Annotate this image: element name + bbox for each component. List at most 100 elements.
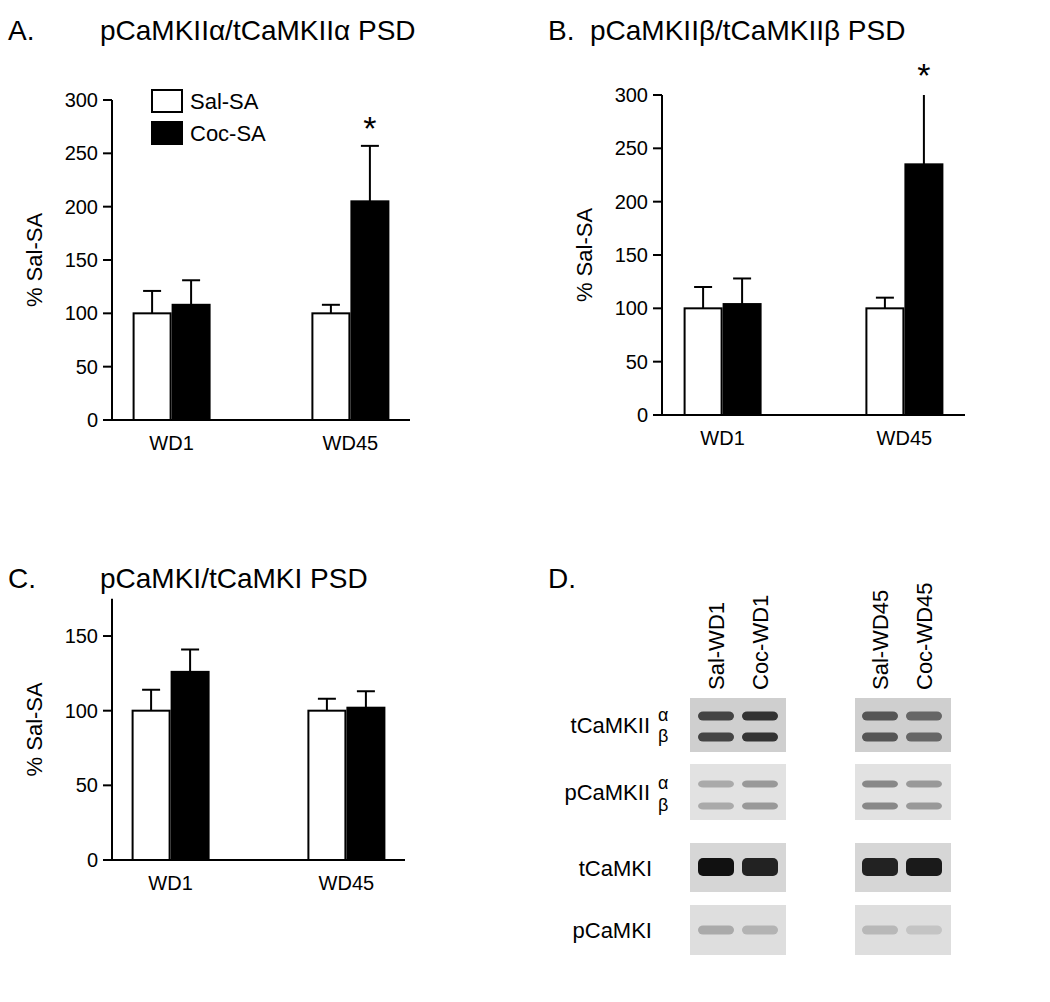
blot-background [690, 764, 786, 820]
y-tick-label: 0 [87, 849, 98, 871]
y-tick-label: 0 [87, 409, 98, 431]
band-label: α [658, 705, 668, 725]
blot-band [742, 733, 778, 742]
panel-chart: B.pCaMKIIβ/tCaMKIIβ PSD% Sal-SA050100150… [548, 15, 965, 449]
blot-band [862, 926, 898, 935]
error-bar [182, 280, 200, 305]
y-tick [653, 361, 662, 363]
y-tick-label: 0 [637, 404, 648, 426]
blot-background [855, 905, 951, 955]
y-tick-label: 50 [76, 356, 98, 378]
y-tick [103, 99, 112, 101]
y-tick-label: 200 [65, 196, 98, 218]
blot-band [742, 712, 778, 721]
blot-band [862, 803, 898, 810]
error-bar [322, 305, 340, 314]
row-label: pCaMKII [564, 780, 650, 805]
band-label: α [658, 773, 668, 793]
bar [173, 305, 210, 420]
error-bar [733, 278, 751, 304]
bar [351, 201, 388, 420]
lane-label: Sal-WD45 [868, 590, 893, 690]
x-tick-label: WD1 [700, 427, 744, 449]
y-tick-label: 200 [615, 191, 648, 213]
blot-band [698, 733, 734, 742]
blot-band [698, 858, 734, 876]
row-label: pCaMKI [573, 918, 652, 943]
legend-swatch [152, 122, 182, 144]
blot-band [698, 781, 734, 788]
error-bar [181, 649, 199, 671]
blot-band [862, 858, 898, 876]
blot-band [698, 712, 734, 721]
panel-label: D. [548, 563, 576, 594]
title: pCaMKIIα/tCaMKIIα PSD [100, 15, 416, 46]
y-axis-label: % Sal-SA [22, 682, 47, 776]
y-tick [103, 152, 112, 154]
error-cap [876, 297, 894, 299]
blot-background [690, 905, 786, 955]
blot-band [742, 781, 778, 788]
panel-label: C. [8, 563, 36, 594]
marks [685, 95, 943, 415]
annotation: * [917, 56, 930, 94]
bar [724, 304, 761, 415]
error-line [365, 691, 367, 707]
x-tick-label: WD1 [148, 872, 192, 894]
bar [866, 308, 903, 415]
bar [134, 313, 171, 420]
error-line [741, 278, 743, 304]
y-tick-label: 150 [615, 244, 648, 266]
panel-label: B. [548, 15, 574, 46]
error-cap [357, 690, 375, 692]
lane-label: Sal-WD1 [704, 602, 729, 690]
blot-background [855, 764, 951, 820]
x-tick-label: WD45 [319, 872, 375, 894]
y-tick-label: 50 [76, 774, 98, 796]
x-tick-label: WD45 [323, 432, 379, 454]
y-tick-label: 300 [615, 84, 648, 106]
error-bar [318, 699, 336, 711]
blot-band [862, 733, 898, 742]
error-bar [142, 690, 160, 711]
y-tick-label: 250 [615, 137, 648, 159]
y-tick [653, 147, 662, 149]
legend-label: Coc-SA [190, 121, 266, 146]
lane-label: Coc-WD1 [748, 595, 773, 690]
blot-band [906, 858, 942, 876]
error-bar [361, 146, 379, 201]
panel-label: A. [8, 15, 34, 46]
blot-band [698, 803, 734, 810]
y-tick-label: 100 [65, 302, 98, 324]
bar [133, 711, 170, 860]
y-tick [103, 259, 112, 261]
bar [905, 164, 942, 415]
lane-label: Coc-WD45 [912, 582, 937, 690]
annotation: * [363, 109, 376, 147]
y-tick [103, 710, 112, 712]
y-tick [653, 254, 662, 256]
error-line [369, 146, 371, 201]
error-line [884, 298, 886, 309]
error-line [151, 291, 153, 313]
y-tick-label: 100 [65, 700, 98, 722]
blot-background [855, 698, 951, 752]
error-cap [181, 648, 199, 650]
error-bar [694, 287, 712, 308]
error-cap [733, 277, 751, 279]
row-label: tCaMKII [571, 713, 650, 738]
y-tick [653, 94, 662, 96]
panel-chart: C.pCaMKI/tCaMKI PSD% Sal-SA050100150WD1W… [8, 563, 405, 894]
bar [312, 313, 349, 420]
blot-band [742, 926, 778, 935]
error-line [190, 280, 192, 305]
marks [133, 649, 385, 860]
y-tick [103, 419, 112, 421]
error-bar [876, 298, 894, 309]
error-line [150, 690, 152, 711]
bar [308, 711, 345, 860]
error-cap [322, 304, 340, 306]
blot-band [906, 781, 942, 788]
blot-band [742, 803, 778, 810]
row-label: tCaMKI [579, 856, 652, 881]
